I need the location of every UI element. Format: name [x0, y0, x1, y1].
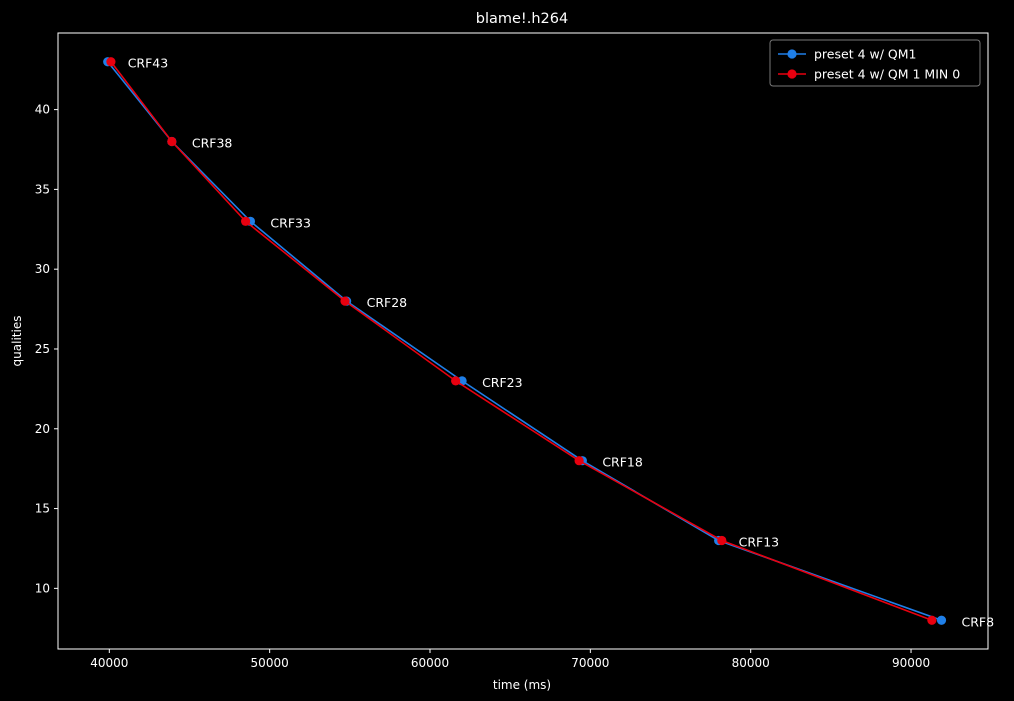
y-tick-label: 30	[35, 262, 50, 276]
x-tick-label: 50000	[251, 656, 289, 670]
y-tick-label: 40	[35, 103, 50, 117]
legend-marker-2	[787, 69, 797, 79]
crf-annotation: CRF38	[192, 136, 233, 151]
y-tick-label: 10	[35, 581, 50, 595]
legend: preset 4 w/ QM1 preset 4 w/ QM 1 MIN 0	[769, 39, 981, 87]
plot-area: 40000 50000 60000 70000 80000 90000 10 15 20 25 30…	[35, 56, 994, 670]
x-tick-label: 90000	[892, 656, 930, 670]
series-2-point	[340, 296, 350, 306]
series-line-2	[110, 61, 933, 622]
series-2-point	[717, 535, 727, 546]
x-tick-label: 80000	[732, 656, 770, 670]
chart-title: blame!.h264	[476, 11, 568, 27]
crf-annotation: CRF23	[482, 375, 523, 390]
crf-annotation: CRF8	[962, 614, 995, 629]
crf-annotation: CRF13	[739, 534, 780, 549]
series-2-point	[241, 216, 251, 226]
crf-annotation: CRF33	[270, 215, 311, 230]
y-tick-label: 15	[35, 502, 50, 516]
y-tick-label: 35	[35, 182, 50, 196]
series-2-point	[451, 376, 461, 386]
x-tick-label: 70000	[571, 656, 609, 670]
series-2-point	[106, 57, 116, 67]
series-2-point	[927, 615, 937, 625]
legend-box	[769, 39, 981, 87]
x-tick-label: 60000	[411, 656, 449, 670]
y-tick-label: 25	[35, 342, 50, 356]
series-2-point	[574, 456, 584, 466]
crf-annotation: CRF28	[367, 295, 408, 310]
x-axis-label: time (ms)	[493, 678, 551, 692]
legend-entry-2: preset 4 w/ QM 1 MIN 0	[814, 67, 960, 82]
legend-marker-1	[787, 49, 797, 59]
y-tick-label: 20	[35, 422, 50, 436]
plot-frame	[57, 32, 989, 650]
series-1-point	[936, 615, 947, 625]
x-tick-label: 40000	[90, 656, 128, 670]
y-axis-label: qualities	[10, 316, 24, 367]
crf-annotation: CRF18	[602, 455, 643, 470]
series-2-point	[167, 136, 177, 147]
crf-annotation: CRF43	[128, 56, 169, 71]
legend-entry-1: preset 4 w/ QM1	[814, 47, 916, 62]
